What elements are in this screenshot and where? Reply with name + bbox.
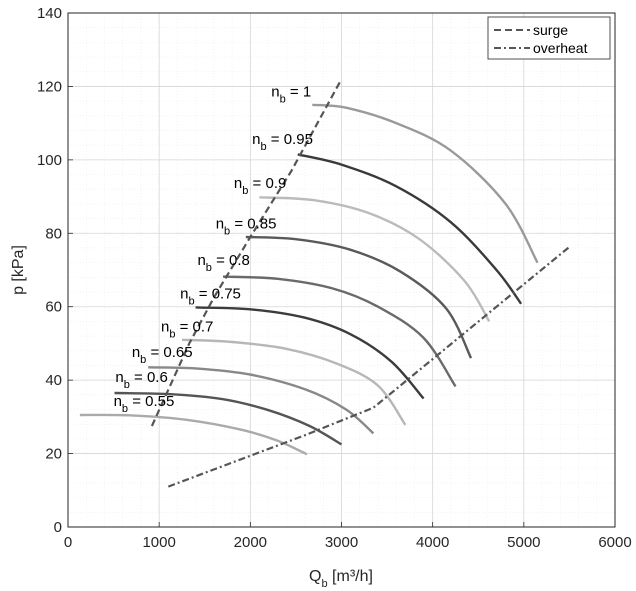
curve-label-1: nb = 0.6 (115, 369, 167, 391)
curve-label-value: = 0.65 (146, 344, 192, 361)
speed-curve-1 (114, 391, 343, 446)
curve-label-5: nb = 0.8 (197, 252, 249, 274)
curve-label-0: nb = 0.55 (114, 393, 175, 415)
curve-label-symbol: n (271, 83, 279, 100)
y-tick-label: 120 (37, 78, 62, 95)
curve-label-subscript: b (206, 262, 212, 274)
curve-label-6: nb = 0.85 (216, 216, 277, 238)
speed-curve-8 (297, 153, 523, 305)
legend-box (487, 16, 611, 60)
x-tick-label: 4000 (416, 534, 449, 551)
curve-label-symbol: n (161, 318, 169, 335)
curve-label-9: nb = 1 (271, 83, 311, 105)
curve-label-subscript: b (124, 379, 130, 391)
x-axis-title: Qb [m³/h] (309, 568, 373, 590)
legend: surge overheat (487, 16, 611, 60)
x-axis-title-subscript: b (321, 578, 327, 590)
curve-label-symbol: n (216, 216, 224, 233)
speed-curve-7 (259, 196, 491, 323)
x-tick-label: 3000 (325, 534, 358, 551)
y-tick-label: 20 (45, 446, 62, 463)
curve-label-symbol: n (197, 252, 205, 269)
speed-curve-9 (312, 103, 539, 264)
legend-overheat-label: overheat (533, 40, 588, 56)
curve-label-value: = 0.8 (212, 252, 250, 269)
curve-label-value: = 0.55 (128, 393, 174, 410)
speed-curve-6 (245, 235, 473, 359)
series-group (79, 78, 571, 488)
speed-curve-4 (195, 306, 425, 400)
curve-label-subscript: b (169, 328, 175, 340)
y-tick-label: 100 (37, 152, 62, 169)
curve-label-subscript: b (224, 226, 230, 238)
y-tick-label: 140 (37, 5, 62, 22)
x-tick-label: 6000 (598, 534, 631, 551)
curve-label-value: = 1 (286, 83, 311, 100)
curve-label-symbol: n (114, 393, 122, 410)
curve-label-subscript: b (242, 185, 248, 197)
curve-label-symbol: n (234, 175, 242, 192)
curve-label-subscript: b (280, 93, 286, 105)
speed-curve-3 (181, 338, 407, 426)
axis-ticks: 0 1000 2000 3000 4000 5000 6000 0 20 40 60 80 100 120… (37, 5, 632, 551)
curve-label-value: = 0.7 (175, 318, 213, 335)
speed-curve-0 (79, 413, 308, 456)
curve-label-symbol: n (132, 344, 140, 361)
curve-label-subscript: b (122, 403, 128, 415)
curve-label-symbol: n (252, 131, 260, 148)
curve-label-subscript: b (140, 354, 146, 366)
x-tick-label: 5000 (507, 534, 540, 551)
curve-label-7: nb = 0.9 (234, 175, 286, 197)
curve-label-value: = 0.6 (130, 369, 168, 386)
x-tick-label: 2000 (234, 534, 267, 551)
curve-label-symbol: n (115, 369, 123, 386)
curve-label-value: = 0.85 (230, 216, 276, 233)
curve-label-symbol: n (180, 285, 188, 302)
curve-label-2: nb = 0.65 (132, 344, 193, 366)
curve-label-3: nb = 0.7 (161, 318, 213, 340)
curve-label-value: = 0.95 (267, 131, 313, 148)
legend-surge-label: surge (533, 22, 568, 38)
y-tick-label: 80 (45, 225, 62, 242)
y-tick-label: 0 (54, 519, 62, 536)
curve-label-subscript: b (188, 295, 194, 307)
curve-label-4: nb = 0.75 (180, 285, 241, 307)
y-tick-label: 60 (45, 299, 62, 316)
overheat-line (167, 246, 571, 488)
curve-label-subscript: b (261, 141, 267, 153)
surge-line (150, 78, 343, 427)
speed-curve-5 (222, 275, 457, 388)
y-tick-label: 40 (45, 372, 62, 389)
curve-label-value: = 0.75 (195, 285, 241, 302)
speed-curve-2 (148, 366, 375, 435)
curve-label-value: = 0.9 (248, 175, 286, 192)
x-tick-label: 0 (64, 534, 72, 551)
x-tick-label: 1000 (142, 534, 175, 551)
y-axis-title: p [kPa] (10, 245, 27, 295)
curve-label-8: nb = 0.95 (252, 131, 313, 153)
